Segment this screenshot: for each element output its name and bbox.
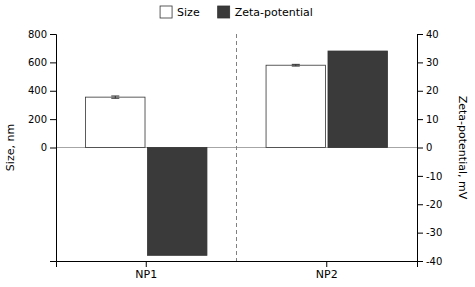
tick: -40: [417, 256, 442, 267]
tick: 10: [417, 114, 439, 125]
tick: 20: [417, 85, 439, 96]
tick-label: -20: [426, 199, 442, 210]
y-axis-title: Size, nm: [4, 124, 17, 171]
tick: NP2: [316, 261, 338, 281]
error-cap: [111, 98, 119, 99]
plot: 0 200 400 600 800 -40 -30 -20 -10 0 10 20 30 40 NP1 NP2…: [4, 29, 469, 281]
tick-label: 200: [28, 114, 47, 125]
x-axis: NP1 NP2: [57, 261, 418, 281]
tick: NP1: [135, 261, 157, 281]
tick: 0: [417, 142, 432, 153]
tick-mark: [417, 176, 423, 177]
legend: Size Zeta-potential: [160, 6, 313, 19]
tick-label: -10: [426, 171, 442, 182]
legend-swatch: [218, 6, 230, 18]
tick: 400: [28, 85, 56, 96]
marks: [56, 34, 417, 261]
tick-label: -40: [426, 256, 442, 267]
error-bar: [111, 96, 119, 98]
y2-axis: -40 -30 -20 -10 0 10 20 30 40: [417, 29, 442, 267]
bar: [328, 51, 387, 147]
tick-label: 0: [41, 142, 47, 153]
axis-line: [57, 262, 418, 268]
tick: -10: [417, 171, 442, 182]
tick-label: 400: [28, 85, 47, 96]
tick-mark: [50, 34, 56, 35]
tick-mark: [417, 62, 423, 63]
error-cap: [292, 64, 300, 65]
tick-mark: [417, 34, 423, 35]
tick-label: NP2: [316, 268, 338, 281]
legend-swatch: [160, 6, 172, 18]
tick-label: -30: [426, 227, 442, 238]
tick-label: 0: [426, 142, 432, 153]
tick-mark: [417, 204, 423, 205]
tick: 600: [28, 57, 56, 68]
tick: 30: [417, 57, 439, 68]
tick-mark: [417, 148, 423, 149]
tick-label: 30: [426, 57, 439, 68]
tick-label: 600: [28, 57, 47, 68]
tick: 0: [41, 142, 56, 153]
tick-label: 800: [28, 29, 47, 40]
legend-label: Size: [177, 6, 200, 19]
legend-label: Zeta-potential: [235, 6, 313, 19]
tick-label: 10: [426, 114, 439, 125]
error-cap: [111, 95, 119, 96]
tick: 200: [28, 114, 56, 125]
error-bar: [292, 64, 300, 66]
tick-mark: [50, 62, 56, 63]
y-axis: 0 200 400 600 800: [28, 29, 57, 262]
bar: [147, 148, 206, 256]
legend-item: Zeta-potential: [218, 6, 313, 19]
legend-item: Size: [160, 6, 200, 19]
tick-label: 40: [426, 29, 439, 40]
bar-series: [147, 51, 387, 255]
tick: 40: [417, 29, 439, 40]
tick: 800: [28, 29, 56, 40]
tick-mark: [50, 91, 56, 92]
tick-mark: [326, 261, 327, 267]
axis-line: [418, 35, 424, 262]
tick-mark: [50, 148, 56, 149]
bar: [266, 65, 325, 147]
chart: 0 200 400 600 800 -40 -30 -20 -10 0 10 20 30 40 NP1 NP2…: [0, 0, 475, 287]
tick-label: NP1: [135, 268, 157, 281]
tick: -20: [417, 199, 442, 210]
tick-mark: [50, 119, 56, 120]
separator: [236, 34, 237, 261]
tick-label: 20: [426, 85, 439, 96]
tick-mark: [417, 91, 423, 92]
bar-series: [86, 64, 326, 147]
tick-mark: [146, 261, 147, 267]
tick-mark: [417, 233, 423, 234]
y2-axis-title: Zeta-potential, mV: [456, 96, 469, 200]
axis-line: [50, 35, 57, 262]
bar: [86, 97, 145, 147]
tick-mark: [417, 119, 423, 120]
error-cap: [292, 66, 300, 67]
tick: -30: [417, 227, 442, 238]
